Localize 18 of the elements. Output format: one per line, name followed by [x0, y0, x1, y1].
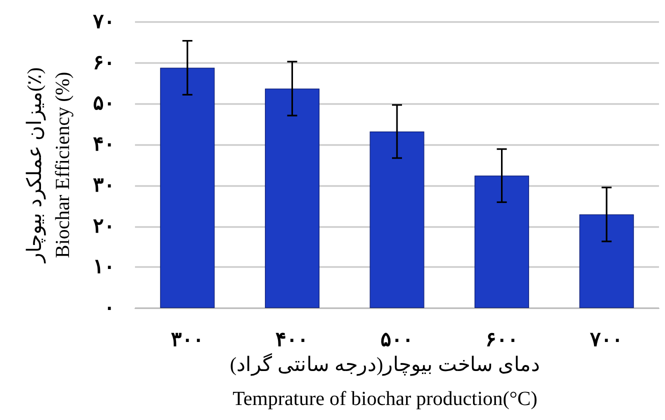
x-tick-label: ۳۰۰	[170, 329, 204, 351]
x-tick-label: ۶۰۰	[485, 329, 518, 351]
y-tick-label: ۱۰	[93, 256, 115, 278]
y-tick-label: ۴۰	[93, 134, 115, 156]
bar	[370, 131, 424, 308]
bar	[160, 68, 215, 308]
y-tick-label: ۵۰	[93, 92, 115, 115]
x-tick-label: ۴۰۰	[276, 329, 309, 351]
bar	[264, 88, 320, 308]
y-tick-label: ۶۰	[93, 52, 115, 74]
bar	[579, 214, 634, 308]
y-tick-label: ۷۰	[92, 11, 115, 33]
y-tick-label: ۰	[104, 297, 115, 319]
x-tick-label: ۵۰۰	[380, 329, 414, 351]
bar	[474, 176, 530, 308]
y-tick-label: ۳۰	[93, 174, 115, 196]
x-tick-label: ۷۰۰	[589, 329, 624, 351]
y-tick-label: ۲۰	[93, 215, 115, 238]
